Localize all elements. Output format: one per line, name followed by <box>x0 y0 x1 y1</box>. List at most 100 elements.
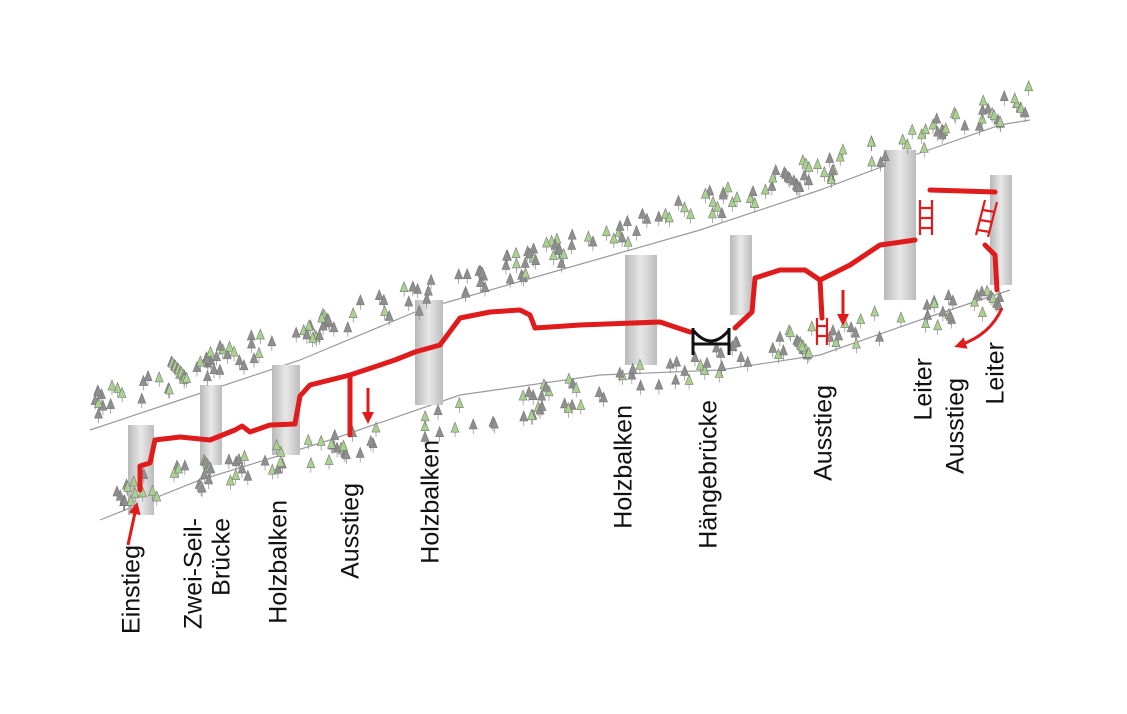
tree <box>502 249 512 266</box>
tree <box>267 335 277 351</box>
tree <box>712 341 721 358</box>
tree <box>404 295 414 312</box>
tree <box>674 194 683 211</box>
tree <box>113 381 122 398</box>
tree <box>945 309 955 326</box>
tree <box>240 449 249 466</box>
tree <box>896 311 906 328</box>
tree <box>977 285 987 301</box>
tree <box>374 288 384 305</box>
tree <box>928 118 938 135</box>
tree <box>462 267 472 284</box>
tree <box>306 456 316 473</box>
tree <box>255 328 265 345</box>
rock-ridge <box>89 80 1034 521</box>
tree <box>995 115 1005 132</box>
tree <box>635 358 645 375</box>
tree <box>583 230 593 247</box>
tree <box>602 224 611 241</box>
tree <box>215 339 225 356</box>
tree <box>713 200 722 217</box>
tree <box>93 384 103 401</box>
tree <box>671 373 681 390</box>
tree <box>951 108 961 124</box>
tree <box>343 321 353 337</box>
tree <box>195 355 205 372</box>
tree <box>231 468 241 485</box>
pillar <box>730 235 752 315</box>
tree <box>768 171 778 188</box>
tree <box>206 462 216 479</box>
tree <box>180 459 190 476</box>
tree <box>399 280 409 297</box>
tree <box>921 316 931 333</box>
route-line <box>927 187 998 195</box>
tree <box>632 224 641 241</box>
tree <box>804 174 814 190</box>
tree <box>680 364 690 381</box>
tree <box>870 305 880 321</box>
tree <box>594 385 604 402</box>
tree <box>799 169 809 185</box>
tree <box>273 462 283 479</box>
tree <box>243 469 253 486</box>
tree <box>567 238 577 255</box>
tree <box>143 369 153 386</box>
arrow <box>954 307 1004 349</box>
ladder <box>815 318 829 345</box>
tree <box>202 352 212 369</box>
tree <box>876 155 886 172</box>
tree <box>819 165 829 182</box>
tree <box>717 206 727 223</box>
tree <box>686 207 696 224</box>
tree <box>623 235 633 252</box>
tree <box>825 151 835 168</box>
tree <box>919 141 929 158</box>
tree <box>826 172 836 189</box>
tree <box>785 172 795 188</box>
tree <box>339 439 348 456</box>
tree <box>137 392 147 409</box>
tree <box>627 368 637 385</box>
tree <box>355 294 365 310</box>
tree <box>341 448 351 464</box>
tree <box>684 373 694 390</box>
tree <box>944 288 953 305</box>
tree <box>1020 106 1030 123</box>
route-exit <box>817 277 825 321</box>
route-label: Einstieg <box>118 545 146 634</box>
tree <box>324 453 334 470</box>
tree <box>609 232 619 249</box>
tree <box>875 330 884 347</box>
route-line <box>137 307 693 493</box>
tree <box>247 337 256 354</box>
tree <box>827 163 837 180</box>
tree <box>941 122 951 138</box>
tree <box>426 273 436 290</box>
tree <box>978 305 987 322</box>
tree <box>433 403 443 420</box>
tree <box>760 183 770 200</box>
pillar <box>200 385 222 465</box>
tree <box>705 184 715 201</box>
tree <box>921 123 931 139</box>
tree <box>599 391 609 408</box>
tree <box>541 380 551 397</box>
tree <box>615 366 625 383</box>
tree <box>422 292 432 309</box>
tree <box>542 236 551 253</box>
tree <box>505 272 515 289</box>
tree <box>420 410 430 426</box>
tree <box>702 356 712 373</box>
tree <box>960 119 970 136</box>
tree <box>975 119 984 136</box>
tree <box>477 266 487 283</box>
tree <box>664 211 674 227</box>
tree <box>316 434 326 451</box>
tree <box>420 430 430 447</box>
tree <box>736 350 746 367</box>
tree <box>748 184 758 201</box>
route-label: Ausstieg <box>942 378 970 474</box>
tree <box>468 418 478 434</box>
tree <box>239 359 249 375</box>
